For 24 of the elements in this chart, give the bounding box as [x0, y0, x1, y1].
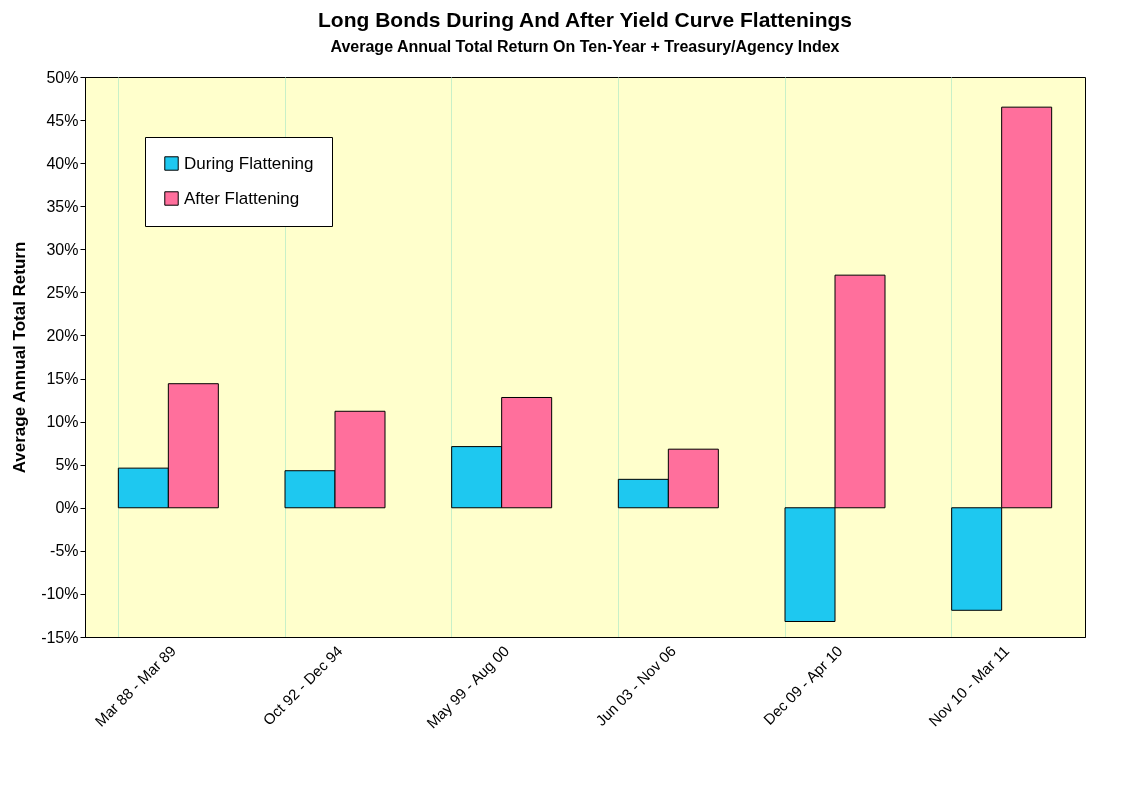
y-tick-label: 10%	[46, 413, 79, 431]
y-tick-label: 15%	[46, 370, 79, 388]
legend-label: During Flattening	[184, 153, 314, 173]
chart-title: Long Bonds During And After Yield Curve Flattenings	[318, 8, 852, 31]
y-tick-label: 20%	[46, 326, 79, 344]
y-tick-label: 30%	[46, 240, 79, 258]
y-tick-label: 50%	[46, 68, 79, 86]
x-tick-label: Jun 03 - Nov 06	[592, 642, 679, 729]
x-tick-label: Mar 88 - Mar 89	[91, 642, 179, 730]
y-tick-label: 45%	[46, 111, 79, 129]
legend-label: After Flattening	[184, 188, 300, 208]
x-tick-label: Nov 10 - Mar 11	[924, 642, 1013, 730]
y-tick-label: -10%	[41, 585, 79, 603]
x-tick-label: Oct 92 - Dec 94	[259, 642, 346, 729]
y-tick-label: 0%	[55, 499, 79, 517]
y-tick-label: -5%	[50, 542, 79, 560]
y-tick-label: 40%	[46, 154, 79, 172]
x-tick-label: Dec 09 - Apr 10	[759, 642, 846, 728]
y-tick-label: 25%	[46, 283, 79, 301]
chart-subtitle: Average Annual Total Return On Ten-Year + Treasury/Agency Index	[330, 38, 840, 55]
y-tick-label: 35%	[46, 197, 79, 215]
y-axis-title: Average Annual Total Return	[10, 241, 30, 474]
y-tick-label: -15%	[41, 628, 79, 646]
y-tick-label: 5%	[55, 456, 79, 474]
